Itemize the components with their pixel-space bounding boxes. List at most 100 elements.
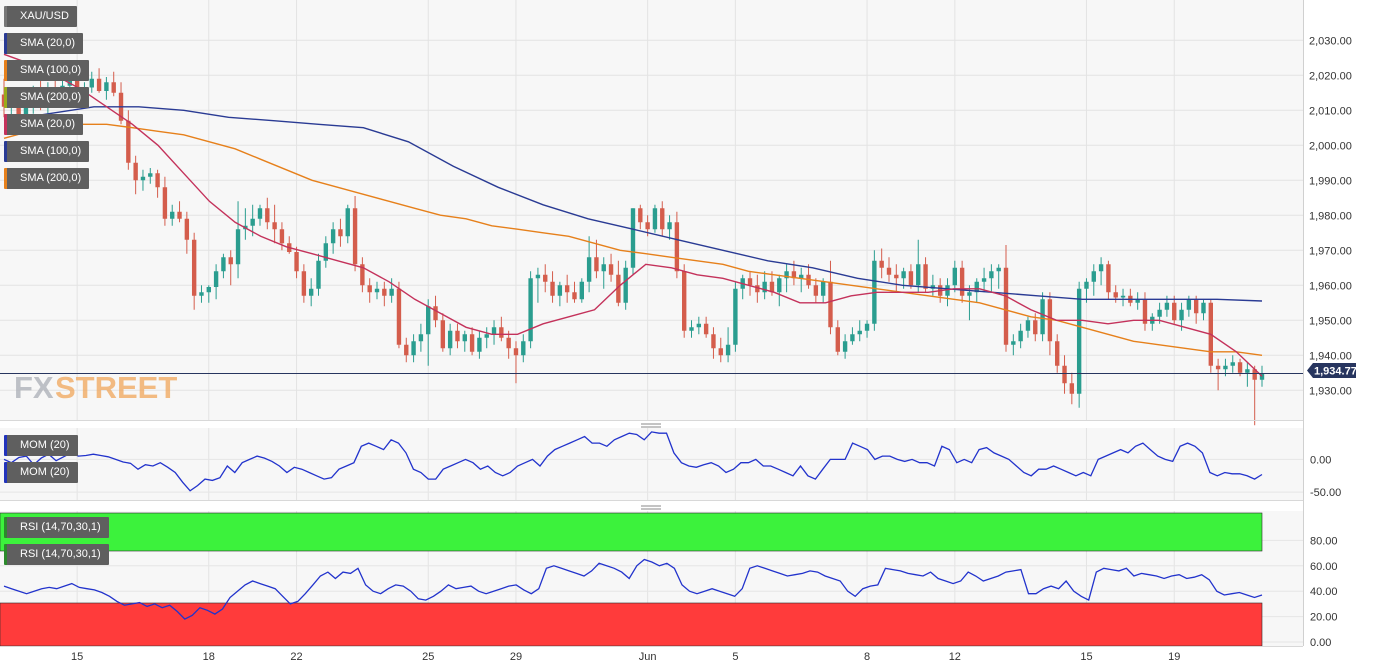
legend-sma20-b[interactable]: SMA (20,0) [4, 114, 84, 135]
legend-sma200-b[interactable]: SMA (200,0) [4, 168, 90, 189]
candle-body [294, 252, 299, 272]
candle-body [1040, 299, 1045, 335]
candle-body [850, 334, 855, 342]
rsi-tick-label: 0.00 [1310, 637, 1331, 649]
candle-body [1142, 299, 1148, 324]
candle-body [265, 208, 270, 223]
candle-body [23, 105, 29, 121]
candle-body [155, 173, 160, 188]
candle-body [491, 327, 497, 335]
candle-body [594, 257, 599, 272]
candle-body [389, 288, 394, 296]
candle-body [228, 257, 233, 265]
candle-body [1215, 365, 1221, 370]
candle-body [857, 330, 862, 335]
candle-body [1084, 281, 1089, 289]
candle-body [1259, 373, 1265, 380]
candle-body [447, 330, 453, 349]
candle-body [1076, 288, 1082, 394]
sma-lines [0, 53, 1303, 377]
candle-body [1237, 362, 1243, 373]
pane-divider-handle-1[interactable] [641, 423, 661, 428]
candle-body [996, 267, 1001, 272]
price-tick-label: 2,030.00 [1309, 35, 1352, 47]
candle-body [1069, 383, 1075, 394]
candle-body [140, 176, 146, 181]
candle-body [279, 229, 285, 244]
watermark-street: STREET [55, 370, 177, 405]
candle-body [1172, 302, 1177, 321]
candle-body [864, 323, 870, 331]
candle-body [886, 267, 892, 275]
candle-body [784, 271, 789, 279]
candle-body [967, 292, 972, 296]
watermark-logo: FX STREET [14, 370, 177, 405]
rsi-tick-label: 80.00 [1310, 535, 1338, 547]
candle-body [272, 222, 277, 230]
legend-sma100-b[interactable]: SMA (100,0) [4, 141, 90, 162]
candle-body [177, 211, 182, 219]
candle-body [828, 281, 833, 328]
candles [1, 68, 1265, 426]
candle-body [908, 271, 914, 286]
sma100-line [3, 106, 1263, 302]
candle-body [799, 274, 804, 279]
mom-tick-label: -50.00 [1310, 487, 1341, 499]
candle-body [689, 327, 694, 331]
candle-body [703, 323, 709, 335]
candle-body [1164, 302, 1170, 310]
candle-body [1025, 320, 1031, 331]
candle-body [396, 288, 402, 345]
candle-body [301, 271, 307, 296]
candle-body [981, 278, 987, 282]
legend-rsi-b[interactable]: RSI (14,70,30,1) [4, 544, 109, 565]
legend-sma20-a[interactable]: SMA (20,0) [4, 33, 84, 54]
candle-body [257, 208, 263, 219]
candle-body [199, 292, 204, 296]
candle-body [660, 208, 665, 230]
date-tick-label: 15 [71, 651, 83, 663]
price-tick-label: 1,930.00 [1309, 385, 1352, 397]
candle-body [221, 257, 226, 272]
candle-body [1003, 267, 1009, 345]
candle-body [755, 285, 760, 293]
axes: 1,930.00 1,940.00 1,950.00 1,960.00 1,970.00… [0, 0, 1352, 663]
candle-body [879, 260, 884, 268]
legend-sma100-a[interactable]: SMA (100,0) [4, 60, 90, 81]
candle-body [126, 120, 131, 163]
candle-body [1252, 369, 1257, 380]
candle-body [345, 208, 350, 237]
rsi-tick-label: 60.00 [1310, 561, 1338, 573]
candle-body [1245, 369, 1250, 373]
candle-body [1223, 365, 1228, 370]
candle-body [550, 281, 555, 296]
candle-body [916, 264, 921, 286]
candle-body [1018, 330, 1023, 342]
candle-body [484, 334, 489, 338]
legend-mom-a[interactable]: MOM (20) [4, 435, 78, 456]
candle-body [411, 341, 416, 356]
candle-body [462, 334, 467, 342]
candle-body [835, 327, 840, 352]
rsi-bands [0, 512, 1263, 647]
candle-body [945, 285, 950, 296]
candle-body [696, 323, 702, 328]
legend-mom-b[interactable]: MOM (20) [4, 462, 78, 483]
legend-sma200-a[interactable]: SMA (200,0) [4, 87, 90, 108]
pane-divider-handle-2[interactable] [641, 505, 661, 510]
legend-rsi-a[interactable]: RSI (14,70,30,1) [4, 517, 109, 538]
candle-body [104, 82, 109, 91]
date-tick-label: 5 [732, 651, 738, 663]
legend-symbol[interactable]: XAU/USD [4, 6, 77, 27]
price-tick-label: 2,020.00 [1309, 70, 1352, 82]
price-tick-label: 2,000.00 [1309, 140, 1352, 152]
candle-body [308, 288, 314, 296]
candle-body [235, 229, 241, 265]
candle-body [469, 334, 475, 352]
candle-body [433, 306, 438, 321]
momentum-line [3, 431, 1263, 492]
candle-body [572, 292, 577, 300]
candle-body [762, 281, 767, 293]
candle-body [184, 218, 190, 240]
